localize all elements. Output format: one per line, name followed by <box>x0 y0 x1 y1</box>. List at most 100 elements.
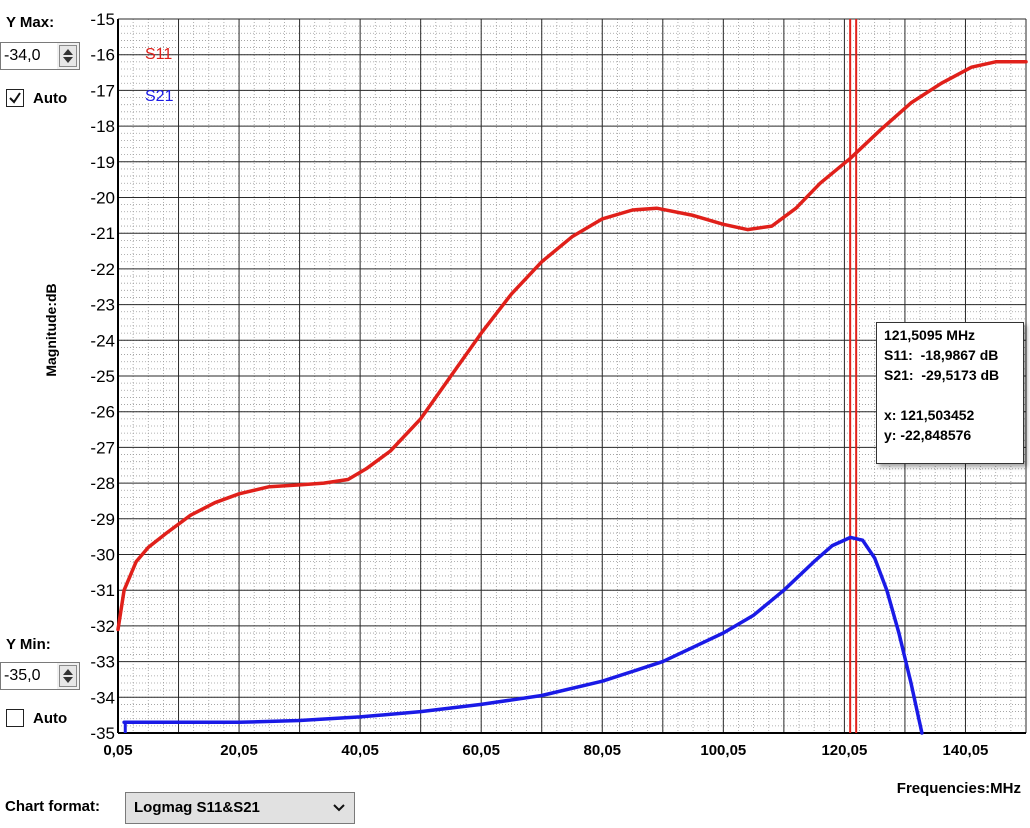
y-axis-title: Magnitude:dB <box>43 283 59 376</box>
data-point-s21 <box>910 682 912 684</box>
data-point-s21 <box>813 561 815 563</box>
x-tick-label: 20,05 <box>220 742 258 759</box>
data-point-s11 <box>480 332 482 334</box>
data-point-s11 <box>214 502 216 504</box>
data-point-s11 <box>323 482 325 484</box>
ymax-value[interactable]: -34,0 <box>1 43 57 69</box>
y-tick-label: -18 <box>90 117 115 136</box>
spin-up-icon[interactable] <box>63 669 73 675</box>
y-tick-label: -25 <box>90 367 115 386</box>
data-point-s11 <box>601 218 603 220</box>
data-point-s21 <box>299 719 301 722</box>
y-tick-label: -34 <box>90 688 115 707</box>
data-point-s11 <box>347 478 349 481</box>
data-point-s11 <box>450 375 452 377</box>
y-tick-label: -33 <box>90 653 115 672</box>
legend-entry-s11: S11 <box>145 46 172 63</box>
data-point-s21 <box>886 589 888 591</box>
ymax-label: Y Max: <box>6 14 55 31</box>
y-tick-label: -16 <box>90 46 115 65</box>
checkmark-icon <box>9 92 21 104</box>
data-point-s11 <box>420 418 422 420</box>
y-tick-label: -24 <box>90 331 115 350</box>
data-point-s11 <box>147 546 149 548</box>
ymin-spin-buttons[interactable] <box>59 665 77 687</box>
data-point-s11 <box>123 589 125 591</box>
x-tick-label: 120,05 <box>821 742 867 759</box>
tooltip-frequency: 121,5095 MHz <box>884 327 976 343</box>
data-point-s21 <box>831 544 833 547</box>
x-tick-label: 100,05 <box>700 742 746 759</box>
data-point-s11 <box>190 514 192 516</box>
data-point-s21 <box>601 680 603 682</box>
y-tick-label: -21 <box>90 224 115 243</box>
y-tick-label: -15 <box>90 10 115 29</box>
y-tick-label: -20 <box>90 189 115 208</box>
x-axis-title: Frequencies:MHz <box>897 780 1021 797</box>
ymin-label: Y Min: <box>6 636 51 653</box>
data-point-s11 <box>631 209 634 211</box>
data-point-s11 <box>940 82 942 84</box>
y-tick-label: -27 <box>90 438 115 457</box>
ymin-auto-checkbox[interactable] <box>6 709 24 727</box>
data-point-s21 <box>541 694 543 697</box>
data-point-s11 <box>365 468 367 470</box>
data-point-s11 <box>656 207 658 209</box>
data-point-s11 <box>880 129 882 131</box>
x-tick-label: 40,05 <box>341 742 379 759</box>
data-point-s21 <box>921 732 923 734</box>
data-point-s11 <box>771 225 773 227</box>
data-point-s21 <box>420 710 422 713</box>
data-point-s11 <box>910 102 912 104</box>
data-point-s11 <box>165 532 168 534</box>
data-point-s11 <box>541 261 543 263</box>
x-tick-label: 140,05 <box>943 742 989 759</box>
x-tick-label: 80,05 <box>583 742 621 759</box>
data-point-s21 <box>177 721 180 723</box>
y-tick-label: -28 <box>90 474 115 493</box>
data-point-s11 <box>135 561 137 563</box>
data-point-s11 <box>746 229 749 231</box>
ymin-spinbox[interactable]: -35,0 <box>0 662 80 690</box>
marker-tooltip: 121,5095 MHz S11: -18,9867 dB S21: -29,5… <box>876 322 1024 464</box>
data-point-s11 <box>1025 61 1027 63</box>
data-point-s11 <box>299 484 301 486</box>
tooltip-s11: S11: -18,9867 dB <box>884 347 999 363</box>
y-tick-label: -23 <box>90 296 115 315</box>
tooltip-cursor-x: x: 121,503452 <box>884 407 975 423</box>
data-point-s11 <box>722 223 724 225</box>
spin-down-icon[interactable] <box>63 57 73 63</box>
y-tick-label: -32 <box>90 617 115 636</box>
ymax-spinbox[interactable]: -34,0 <box>0 42 80 70</box>
data-point-s21 <box>662 661 664 663</box>
data-point-s11 <box>849 157 852 159</box>
data-point-s21 <box>722 632 724 634</box>
data-point-s11 <box>238 493 240 495</box>
data-point-s21 <box>238 721 240 723</box>
data-point-s21 <box>783 589 785 591</box>
ymax-auto-checkbox[interactable] <box>6 89 24 107</box>
y-tick-label: -31 <box>90 581 115 600</box>
data-point-s11 <box>571 236 573 238</box>
chart-format-value[interactable]: Logmag S11&S21 <box>134 799 260 816</box>
series-line-s11 <box>116 60 1028 632</box>
ymin-value[interactable]: -35,0 <box>1 663 57 689</box>
data-point-s21 <box>874 557 876 559</box>
data-point-s11 <box>819 182 821 184</box>
data-point-s21 <box>849 536 852 538</box>
data-point-s11 <box>795 207 797 209</box>
y-tick-label: -17 <box>90 81 115 100</box>
data-point-s21 <box>861 539 864 541</box>
tooltip-s21: S21: -29,5173 dB <box>884 367 1000 383</box>
y-tick-label: -22 <box>90 260 115 279</box>
data-point-s21 <box>753 614 755 616</box>
spin-down-icon[interactable] <box>63 677 73 683</box>
ymax-spin-buttons[interactable] <box>59 45 77 67</box>
data-point-s11 <box>692 214 694 216</box>
data-point-s21 <box>480 703 482 706</box>
spin-up-icon[interactable] <box>63 49 73 55</box>
chart-format-select[interactable]: Logmag S11&S21 <box>125 792 355 824</box>
chevron-down-icon[interactable] <box>332 801 346 815</box>
x-tick-label: 0,05 <box>103 742 132 759</box>
